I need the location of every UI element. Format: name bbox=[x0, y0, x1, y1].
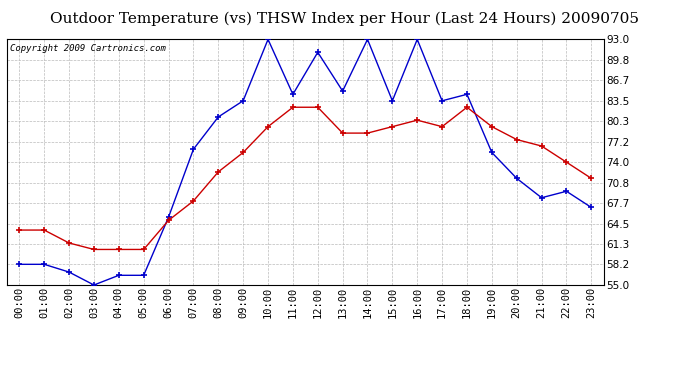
Text: Outdoor Temperature (vs) THSW Index per Hour (Last 24 Hours) 20090705: Outdoor Temperature (vs) THSW Index per … bbox=[50, 11, 640, 26]
Text: Copyright 2009 Cartronics.com: Copyright 2009 Cartronics.com bbox=[10, 44, 166, 53]
